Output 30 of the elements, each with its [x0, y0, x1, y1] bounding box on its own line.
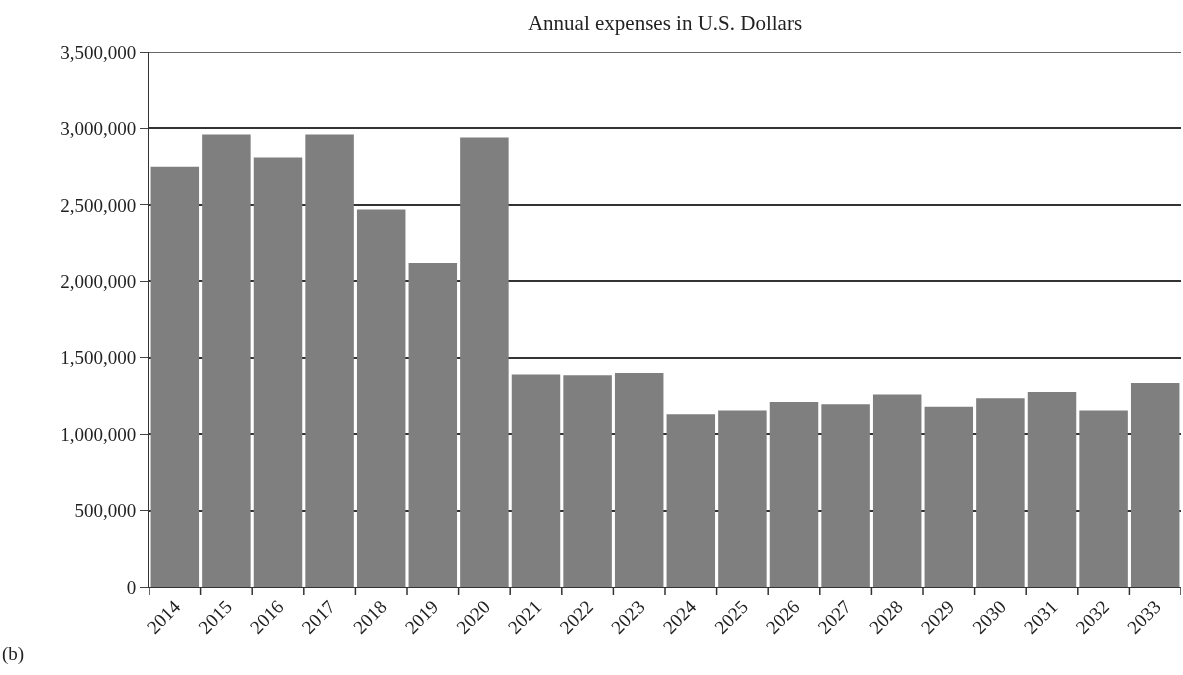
- bar: [1079, 410, 1128, 587]
- y-tick-label: 0: [126, 576, 137, 598]
- y-tick-label: 2,000,000: [60, 270, 137, 292]
- bar: [614, 373, 664, 587]
- bar: [1027, 392, 1077, 587]
- bar: [872, 394, 922, 587]
- bar: [408, 262, 458, 587]
- text: (b): [2, 643, 25, 665]
- bar: [769, 402, 819, 587]
- bar: [666, 414, 716, 587]
- y-tick-label: 3,500,000: [60, 41, 137, 63]
- bar: [821, 404, 870, 587]
- bar: [150, 166, 200, 587]
- y-tick-label: 1,500,000: [60, 347, 137, 369]
- bar: [356, 209, 406, 587]
- bar: [511, 374, 561, 587]
- bar: [718, 410, 767, 587]
- y-tick-label: 3,000,000: [60, 118, 137, 140]
- bar: [563, 375, 612, 587]
- bar: [976, 398, 1025, 587]
- bar: [1130, 382, 1180, 587]
- bar: [924, 406, 974, 587]
- bar: [202, 134, 251, 587]
- y-tick-label: 2,500,000: [60, 194, 137, 216]
- y-tick-label: 500,000: [74, 500, 137, 522]
- bar: [253, 157, 303, 587]
- y-tick-label: 1,000,000: [60, 423, 137, 445]
- bar: [305, 134, 354, 587]
- bar: [460, 137, 509, 587]
- chart-title: Annual expenses in U.S. Dollars: [527, 11, 803, 35]
